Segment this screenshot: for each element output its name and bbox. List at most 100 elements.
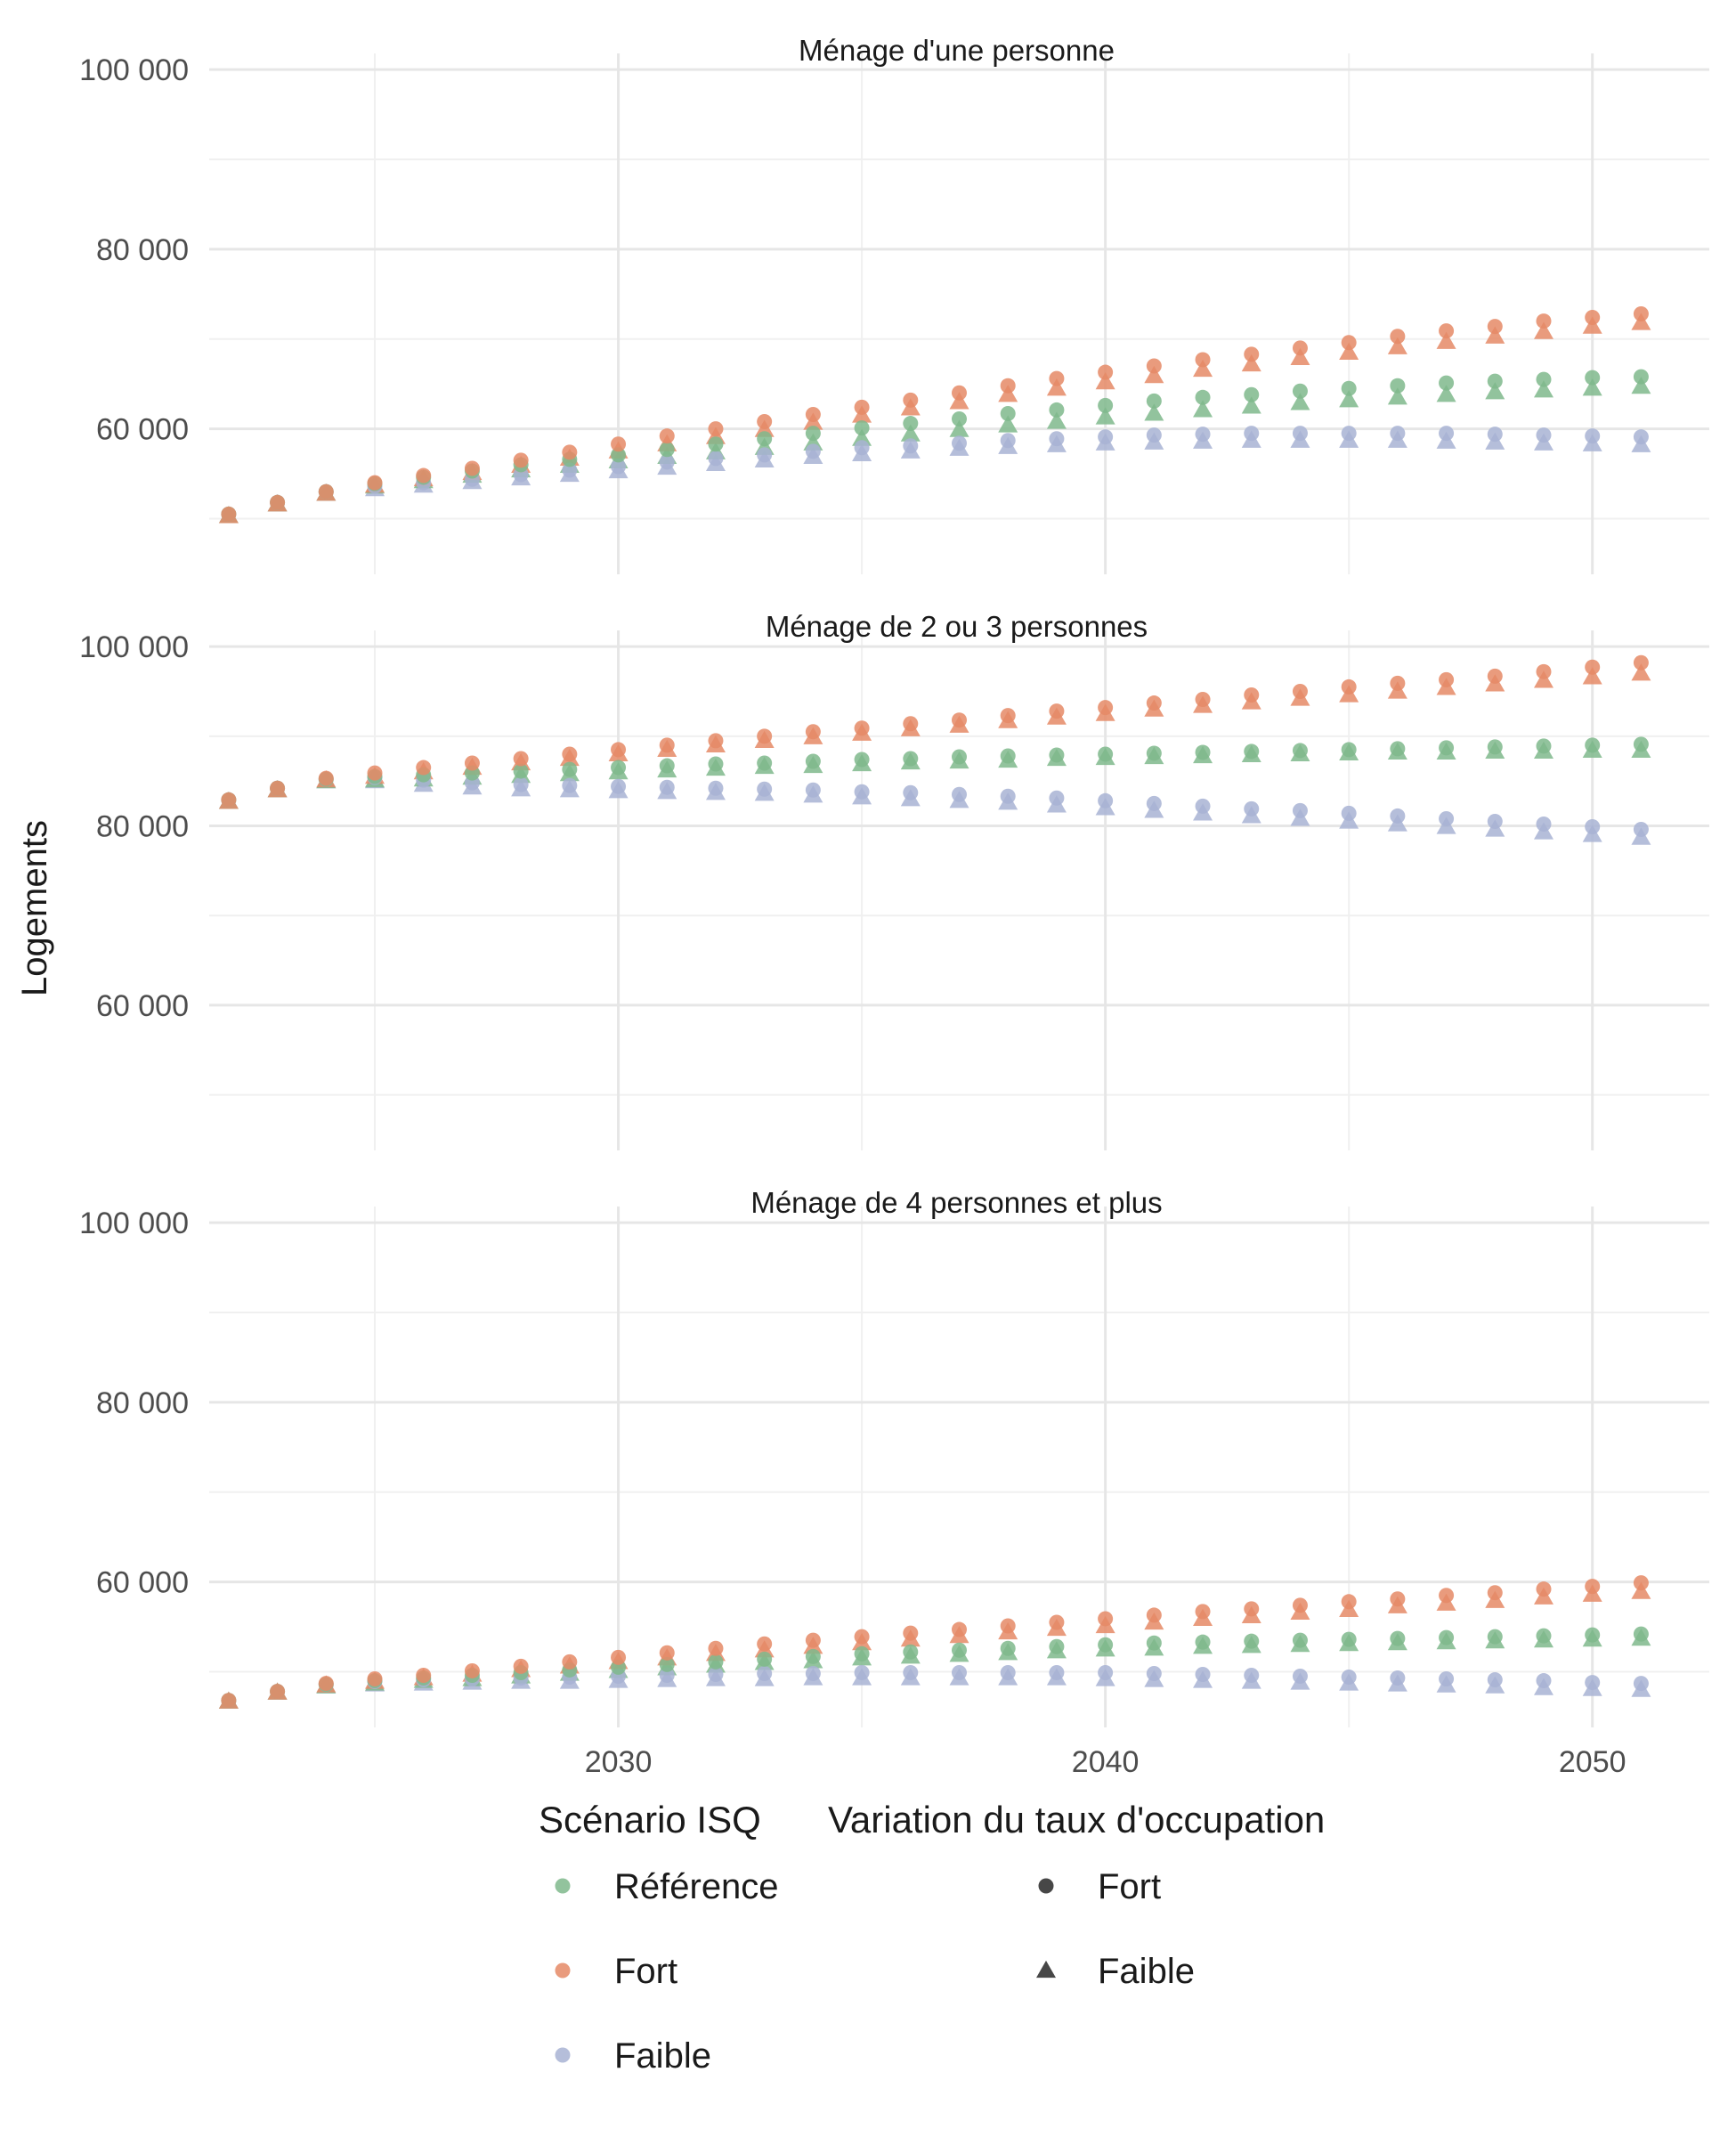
- data-point: [1487, 427, 1503, 443]
- series-faible-circle: [221, 426, 1649, 522]
- data-point: [854, 399, 870, 415]
- data-point: [318, 483, 334, 500]
- data-point: [952, 1621, 967, 1637]
- data-point: [1244, 687, 1260, 703]
- data-point: [464, 755, 480, 771]
- legend-color-title: Scénario ISQ: [539, 1799, 761, 1840]
- data-point: [805, 1665, 821, 1681]
- data-point: [1533, 380, 1553, 398]
- data-point: [1341, 805, 1357, 821]
- series-reference-triangle: [218, 377, 1651, 524]
- data-point: [1000, 433, 1016, 449]
- data-point: [708, 756, 724, 772]
- data-point: [1244, 743, 1260, 760]
- data-point: [1146, 1665, 1162, 1681]
- data-point: [1585, 1675, 1601, 1691]
- data-point: [903, 1625, 919, 1641]
- data-point: [1585, 737, 1601, 753]
- data-point: [903, 751, 919, 767]
- data-point: [1485, 326, 1505, 344]
- data-point: [1195, 352, 1211, 368]
- data-point: [659, 442, 675, 458]
- data-point: [1487, 1672, 1503, 1688]
- data-point: [1341, 678, 1357, 695]
- data-point: [1292, 1597, 1308, 1613]
- data-point: [1244, 346, 1260, 362]
- data-point: [1292, 426, 1308, 442]
- legend-shape-title: Variation du taux d'occupation: [828, 1799, 1325, 1840]
- legend-label-fort: Fort: [614, 1952, 677, 1991]
- data-point: [1631, 1581, 1651, 1599]
- panel-title: Ménage d'une personne: [799, 34, 1115, 67]
- series-fort-triangle: [218, 313, 1651, 524]
- data-point: [562, 777, 578, 793]
- data-point: [1339, 390, 1359, 408]
- data-point: [1000, 788, 1016, 804]
- data-point: [1095, 407, 1115, 425]
- y-tick-label: 80 000: [96, 810, 189, 844]
- data-point: [1439, 740, 1455, 756]
- data-point: [1193, 359, 1213, 378]
- data-point: [1633, 1676, 1649, 1692]
- data-point: [1439, 1629, 1455, 1645]
- data-point: [416, 760, 432, 776]
- data-point: [903, 438, 919, 454]
- data-point: [708, 1654, 724, 1670]
- y-tick-label: 60 000: [96, 1566, 189, 1600]
- y-tick-label: 60 000: [96, 989, 189, 1023]
- data-point: [513, 751, 529, 767]
- data-point: [952, 712, 967, 728]
- data-point: [852, 428, 872, 446]
- data-point: [1195, 427, 1211, 443]
- legend-key-faible: [555, 2047, 571, 2063]
- data-point: [1585, 819, 1601, 835]
- data-point: [1533, 670, 1553, 688]
- data-point: [611, 760, 627, 776]
- data-point: [1195, 1666, 1211, 1682]
- data-point: [1633, 736, 1649, 752]
- data-point: [318, 770, 334, 786]
- data-point: [952, 435, 967, 451]
- y-axis-label: Logements: [15, 820, 54, 996]
- data-point: [1098, 364, 1114, 380]
- data-point: [513, 452, 529, 468]
- data-point: [1439, 375, 1455, 391]
- data-point: [1439, 426, 1455, 442]
- data-point: [757, 755, 773, 771]
- data-point: [1341, 1594, 1357, 1610]
- data-point: [1439, 810, 1455, 826]
- legend-label-faible: Faible: [614, 2036, 711, 2076]
- data-point: [270, 494, 286, 510]
- data-point: [1144, 365, 1164, 384]
- data-point: [1536, 1673, 1552, 1689]
- data-point: [1049, 402, 1065, 418]
- series-reference-circle: [221, 736, 1649, 808]
- data-point: [1341, 1670, 1357, 1686]
- y-tick-label: 100 000: [79, 1207, 189, 1240]
- data-point: [659, 779, 675, 795]
- data-point: [1487, 1629, 1503, 1645]
- data-point: [1487, 813, 1503, 829]
- data-point: [998, 415, 1018, 433]
- data-point: [1390, 1670, 1406, 1686]
- data-point: [1000, 1640, 1016, 1656]
- data-point: [1536, 1628, 1552, 1644]
- data-point: [221, 1693, 237, 1709]
- data-point: [318, 1676, 334, 1692]
- data-point: [903, 1664, 919, 1680]
- data-point: [1049, 790, 1065, 806]
- legend-key-triangle: [1036, 1960, 1056, 1979]
- data-point: [952, 411, 967, 427]
- data-point: [900, 424, 921, 442]
- data-point: [1585, 1579, 1601, 1595]
- data-point: [1536, 738, 1552, 754]
- data-point: [1244, 1668, 1260, 1683]
- data-point: [221, 792, 237, 808]
- panel-2: 60 000 80 000 100 000 Ménage de 2 ou 3 pers…: [79, 610, 1709, 1150]
- data-point: [1046, 411, 1067, 429]
- series-reference-triangle: [218, 1628, 1651, 1709]
- data-point: [1095, 371, 1115, 390]
- data-point: [757, 1651, 773, 1667]
- data-point: [998, 385, 1018, 402]
